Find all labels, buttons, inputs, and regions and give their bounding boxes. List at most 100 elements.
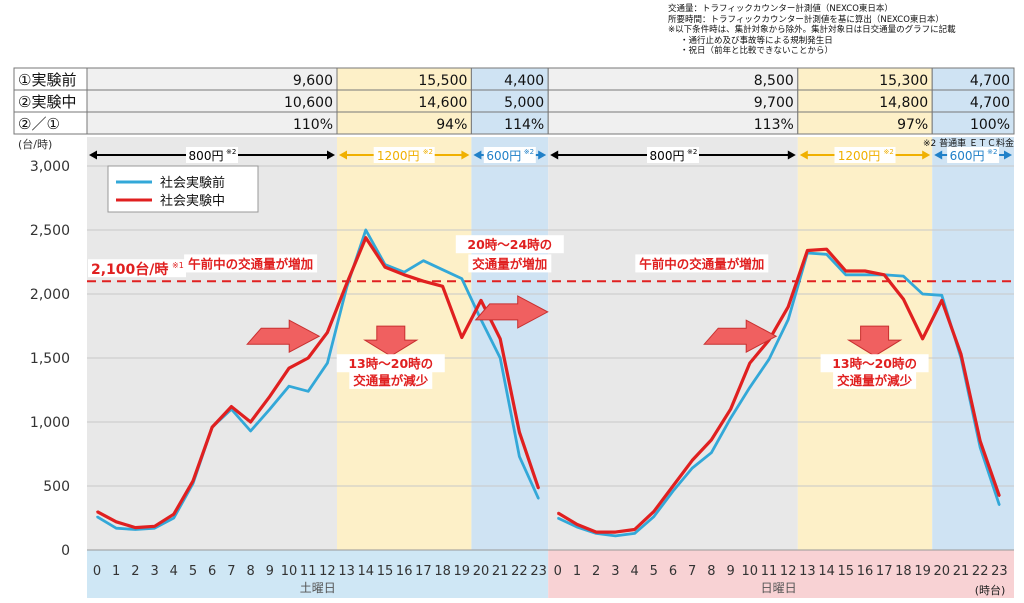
data-point (269, 395, 271, 398)
x-tick-label: 16 (396, 564, 413, 579)
note-line: 所要時間：トラフィックカウンター計測値を基に算出（NEXCO東日本） (668, 14, 944, 25)
increase-arrow (474, 295, 549, 329)
price-band-label-bg (947, 147, 1000, 163)
data-point (749, 386, 751, 389)
price-band-arrowhead (89, 150, 97, 160)
data-point (864, 270, 866, 272)
annotation-bg (468, 254, 552, 273)
data-point (173, 513, 175, 515)
data-point (691, 459, 693, 462)
data-point (653, 510, 655, 513)
x-tick-label: 20 (473, 564, 490, 579)
note-line: ・通行止め及び事故等による規制発生日 (680, 35, 833, 46)
price-band-label: 800円 (650, 149, 685, 163)
x-tick-label: 8 (707, 564, 715, 579)
data-point (307, 390, 310, 393)
data-point (173, 517, 175, 519)
data-point (326, 362, 329, 364)
data-point (518, 455, 521, 458)
table-cell-value: 14,800 (879, 95, 928, 111)
x-tick-label: 0 (554, 564, 562, 579)
data-point (422, 259, 425, 262)
price-band-sup: ※2 (524, 148, 534, 156)
data-point (864, 274, 866, 276)
data-point (787, 306, 789, 308)
x-tick-label: 20 (934, 564, 951, 579)
data-point (576, 523, 578, 526)
series-line (557, 251, 1001, 538)
x-tick-label: 19 (914, 564, 931, 579)
threshold-label: 2,100台/時 (91, 261, 168, 278)
series-line (556, 247, 1001, 534)
data-point (672, 485, 674, 487)
data-point (941, 294, 943, 297)
data-point (845, 270, 847, 272)
x-tick-label: 5 (650, 564, 658, 579)
data-point (960, 353, 962, 355)
data-point (441, 285, 444, 288)
x-tick-label: 0 (93, 564, 101, 579)
x-tick-label: 7 (227, 564, 235, 579)
price-band-label: 1200円 (838, 149, 881, 163)
x-tick-label: 8 (246, 564, 254, 579)
data-point (134, 526, 137, 529)
data-point (96, 515, 98, 518)
x-tick-label: 22 (511, 564, 528, 579)
table-cell-value: 100% (970, 117, 1010, 133)
price-band-sup: ※2 (987, 148, 997, 156)
price-band-arrowhead (473, 150, 482, 160)
data-point (96, 510, 98, 513)
data-point (998, 495, 1001, 498)
table-cell (931, 111, 1015, 135)
x-tick-label: 23 (530, 564, 547, 579)
table-cell-value: 15,300 (879, 73, 928, 89)
x-tick-label: 14 (818, 564, 835, 579)
x-tick-label: 6 (208, 564, 216, 579)
x-tick-label: 2 (131, 564, 139, 579)
annotation-bg (336, 354, 445, 373)
data-point (825, 253, 828, 256)
price-band-arrowhead (799, 150, 808, 160)
price-band-sup: ※2 (226, 148, 236, 156)
data-point (249, 430, 252, 432)
price-band-sup: ※2 (423, 148, 433, 156)
x-tick-label: 17 (876, 564, 893, 579)
table-row-label: ②実験中 (18, 93, 76, 111)
price-band-label: 1200円 (377, 149, 420, 163)
increase-arrow (703, 319, 778, 354)
price-band-arrowhead (934, 150, 943, 160)
x-tick-label: 3 (611, 564, 619, 579)
table-cell-value: 9,700 (754, 95, 794, 111)
sunday-bar (548, 550, 1014, 598)
data-point (192, 480, 194, 482)
data-point (998, 504, 1001, 507)
price-band-label-bg (647, 147, 699, 163)
annotation-bg (833, 370, 917, 389)
y-tick-label: 500 (43, 479, 70, 495)
annotation-text: 13時～20時の (832, 356, 917, 371)
data-point (710, 451, 713, 454)
x-tick-label: 21 (953, 564, 970, 579)
x-tick-label: 9 (726, 564, 734, 579)
price-band-arrowhead (1004, 150, 1012, 160)
x-tick-label: 1 (112, 564, 120, 579)
price-band-arrowhead (538, 150, 547, 160)
table-cell-value: 113% (754, 117, 794, 133)
data-point (307, 357, 310, 359)
x-tick-label: 15 (838, 564, 855, 579)
data-point (557, 512, 559, 514)
annotation-bg (635, 254, 769, 273)
table-cell-value: 114% (504, 117, 544, 133)
annotation-text: 交通量が増加 (472, 256, 547, 271)
threshold-label-bg (88, 259, 186, 278)
data-point (249, 421, 252, 423)
x-tick-label: 13 (799, 564, 816, 579)
series-line (96, 228, 540, 531)
annotation-bg (349, 370, 433, 389)
annotation-bg (820, 354, 929, 373)
price-band-label-bg (373, 147, 435, 163)
x-tick-label: 7 (688, 564, 696, 579)
data-point (345, 282, 348, 285)
data-point (461, 277, 463, 280)
table-cell-value: 9,600 (293, 73, 333, 89)
